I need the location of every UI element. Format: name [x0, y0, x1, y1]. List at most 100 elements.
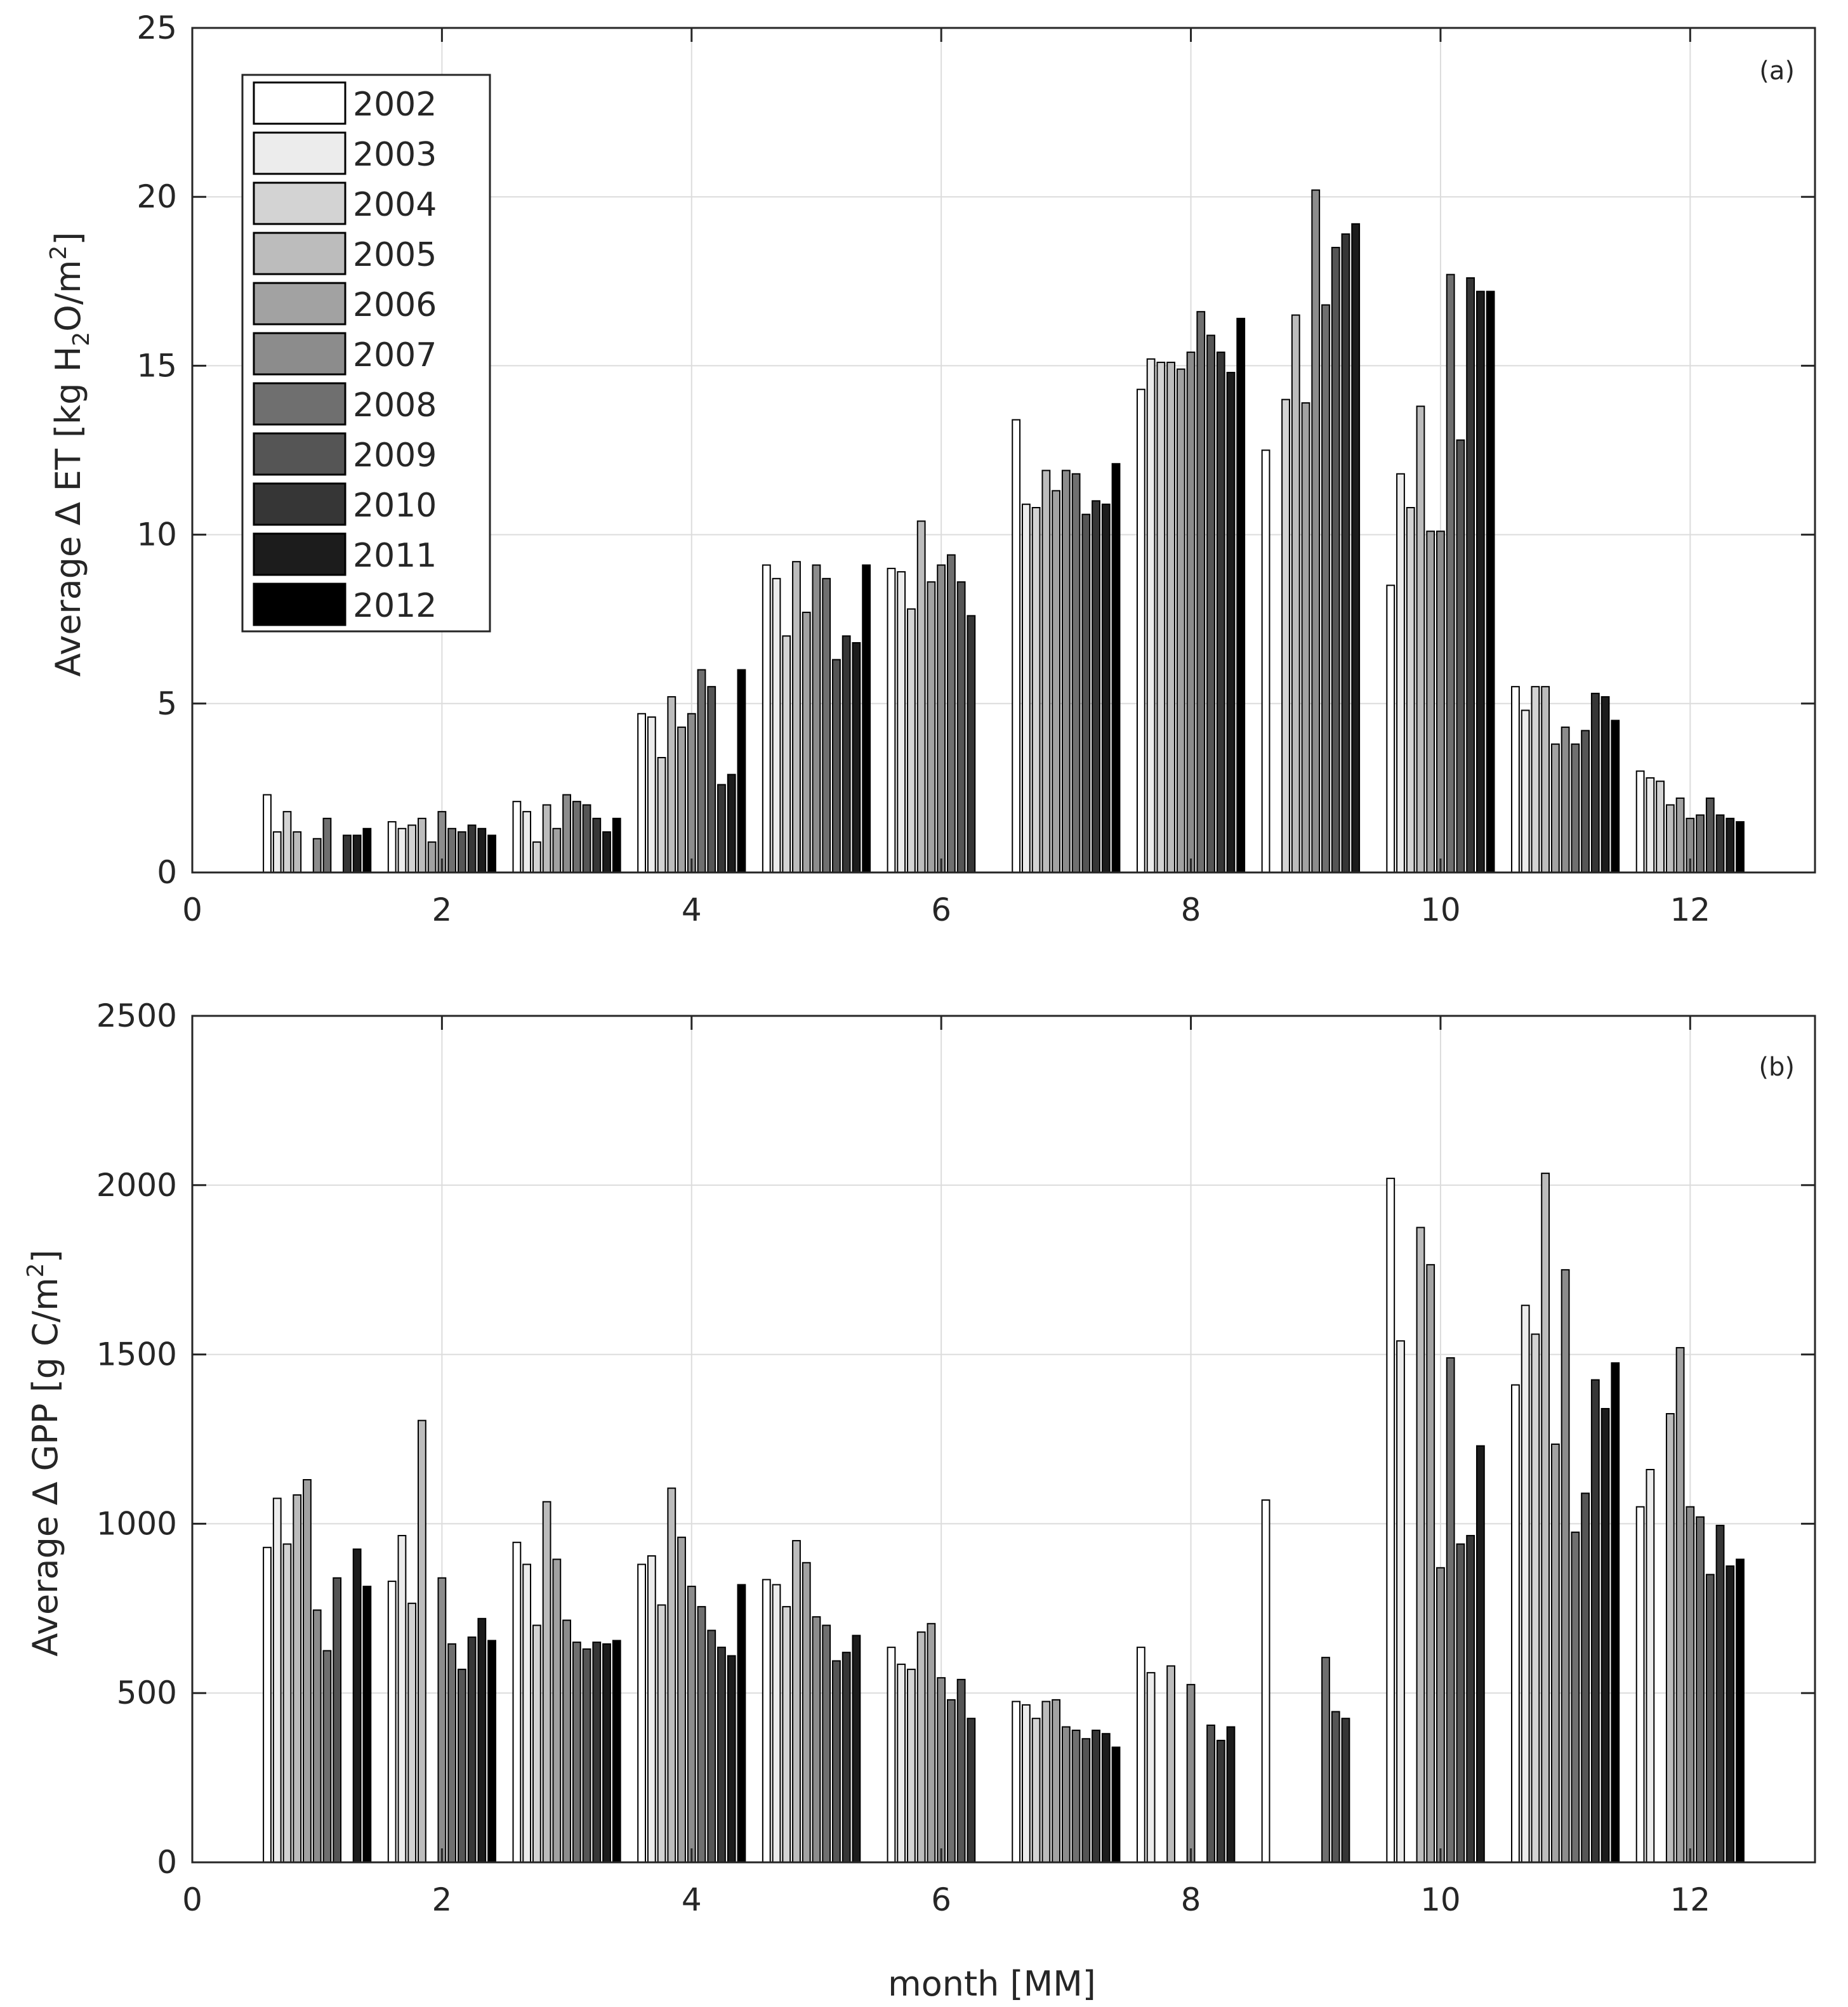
panel-b-x-tick-labels: 0 2 4 6 8 10 12	[182, 1881, 1710, 1918]
legend-label-2002: 2002	[353, 86, 437, 124]
bar-2004-month-11	[1531, 1333, 1540, 1863]
panel-b-y-axis-label: Average ∆ GPP [g C/m2]	[23, 1249, 65, 1656]
x-tick-label: 8	[1181, 892, 1201, 928]
bar-2010-month-3	[592, 817, 602, 874]
bar-2008-month-1	[322, 1650, 332, 1863]
bar-2009-month-6	[956, 1678, 966, 1863]
bar-2002-month-11	[1511, 686, 1520, 874]
bar-2007-month-6	[937, 564, 946, 873]
bar-2009-month-11	[1581, 730, 1590, 873]
x-tick-label: 2	[432, 1881, 452, 1918]
x-tick-label: 0	[182, 892, 202, 928]
panel-b-gpp: 0 2 4 6 8 10 12 0 500 1000 1500 2000 2500 (b) Avera…	[23, 997, 1816, 2004]
bar-2003-month-10	[1396, 473, 1405, 873]
bar-2006-month-10	[1426, 530, 1436, 873]
bar-2005-month-11	[1541, 1173, 1550, 1863]
bar-2003-month-5	[772, 1584, 781, 1863]
bar-2007-month-3	[562, 1619, 571, 1864]
bar-2010-month-2	[467, 824, 477, 873]
bar-2012-month-2	[487, 834, 496, 874]
bar-2011-month-5	[852, 1635, 861, 1864]
y-tick-label: 10	[136, 517, 177, 553]
bar-2006-month-10	[1426, 1264, 1436, 1864]
panel-a-y-tick-labels: 0 5 10 15 20 25	[136, 10, 177, 891]
bar-2003-month-11	[1521, 709, 1530, 873]
bar-2012-month-3	[612, 1640, 621, 1863]
bar-2003-month-1	[272, 831, 282, 874]
bar-2004-month-12	[1656, 780, 1665, 873]
y-tick-label: 0	[157, 854, 177, 891]
bar-2011-month-10	[1475, 291, 1485, 874]
bar-2007-month-5	[812, 564, 821, 873]
bar-2011-month-3	[602, 1643, 611, 1863]
bar-2007-month-6	[937, 1677, 946, 1863]
bar-2010-month-1	[342, 834, 352, 874]
bar-2006-month-3	[552, 827, 562, 873]
bar-2006-month-6	[927, 581, 936, 873]
bar-2003-month-6	[897, 571, 906, 873]
panel-b-label: (b)	[1759, 1053, 1795, 1082]
bar-2007-month-8	[1186, 352, 1196, 873]
bar-2005-month-12	[1665, 1412, 1675, 1863]
bar-2002-month-10	[1386, 1178, 1396, 1863]
bar-2006-month-4	[677, 1536, 686, 1863]
bar-2006-month-11	[1550, 1444, 1560, 1863]
bar-2010-month-8	[1216, 352, 1225, 873]
legend-swatch-2012	[253, 582, 346, 626]
bar-2012-month-1	[362, 1586, 372, 1863]
bar-2010-month-2	[467, 1636, 477, 1863]
bar-2007-month-2	[437, 1577, 447, 1863]
bar-2004-month-7	[1031, 1718, 1041, 1863]
bar-2006-month-12	[1675, 1346, 1685, 1863]
bar-2005-month-1	[293, 1494, 302, 1863]
bar-2008-month-2	[447, 1643, 457, 1863]
bar-2012-month-12	[1736, 1558, 1745, 1863]
bar-2005-month-3	[542, 804, 551, 874]
bar-2007-month-8	[1186, 1683, 1196, 1864]
bar-2010-month-6	[967, 1718, 976, 1863]
bar-2008-month-3	[572, 1642, 581, 1863]
bar-2008-month-4	[697, 669, 706, 874]
bar-2007-month-1	[312, 838, 322, 874]
bar-2003-month-12	[1646, 777, 1655, 873]
bar-2005-month-5	[792, 1540, 801, 1864]
legend-swatch-2006	[253, 282, 346, 326]
bar-2004-month-3	[532, 841, 541, 873]
panel-a-x-tick-labels: 0 2 4 6 8 10 12	[182, 892, 1710, 928]
bar-2005-month-11	[1541, 686, 1550, 874]
bar-2011-month-4	[727, 1655, 736, 1863]
bar-2005-month-8	[1166, 362, 1175, 873]
bar-2007-month-11	[1561, 1269, 1570, 1863]
bar-2009-month-10	[1456, 439, 1465, 873]
bar-2006-month-8	[1176, 368, 1185, 873]
bar-2003-month-8	[1146, 1672, 1156, 1864]
bar-2004-month-2	[407, 824, 417, 873]
bar-2010-month-6	[967, 615, 976, 873]
legend-label-2009: 2009	[353, 437, 437, 475]
bar-2002-month-7	[1012, 1701, 1021, 1864]
bar-2003-month-12	[1646, 1469, 1655, 1863]
bar-2005-month-9	[1291, 314, 1300, 874]
legend-swatch-2010	[253, 482, 346, 526]
bar-2012-month-4	[737, 669, 746, 874]
bar-2006-month-1	[303, 1479, 312, 1863]
y-tick-label: 1000	[96, 1505, 177, 1542]
bar-2008-month-10	[1446, 273, 1455, 874]
panel-a-axes-box	[191, 27, 1816, 874]
panel-b-axes-box	[191, 1015, 1816, 1864]
bar-2011-month-1	[352, 1548, 362, 1863]
bar-2007-month-1	[312, 1609, 322, 1864]
bar-2012-month-5	[862, 564, 871, 873]
x-tick-label: 8	[1181, 1881, 1201, 1918]
bar-2011-month-11	[1600, 1407, 1610, 1864]
bar-2004-month-6	[907, 1668, 916, 1863]
bar-2008-month-5	[822, 1624, 831, 1863]
bar-2002-month-7	[1012, 419, 1021, 873]
y-tick-label: 5	[157, 685, 177, 722]
bar-2007-month-11	[1561, 727, 1570, 873]
bar-2008-month-6	[946, 554, 956, 873]
bar-2002-month-1	[263, 794, 272, 873]
bar-2010-month-7	[1092, 500, 1100, 873]
bar-2004-month-5	[782, 1606, 791, 1864]
bar-2011-month-8	[1226, 1726, 1236, 1864]
